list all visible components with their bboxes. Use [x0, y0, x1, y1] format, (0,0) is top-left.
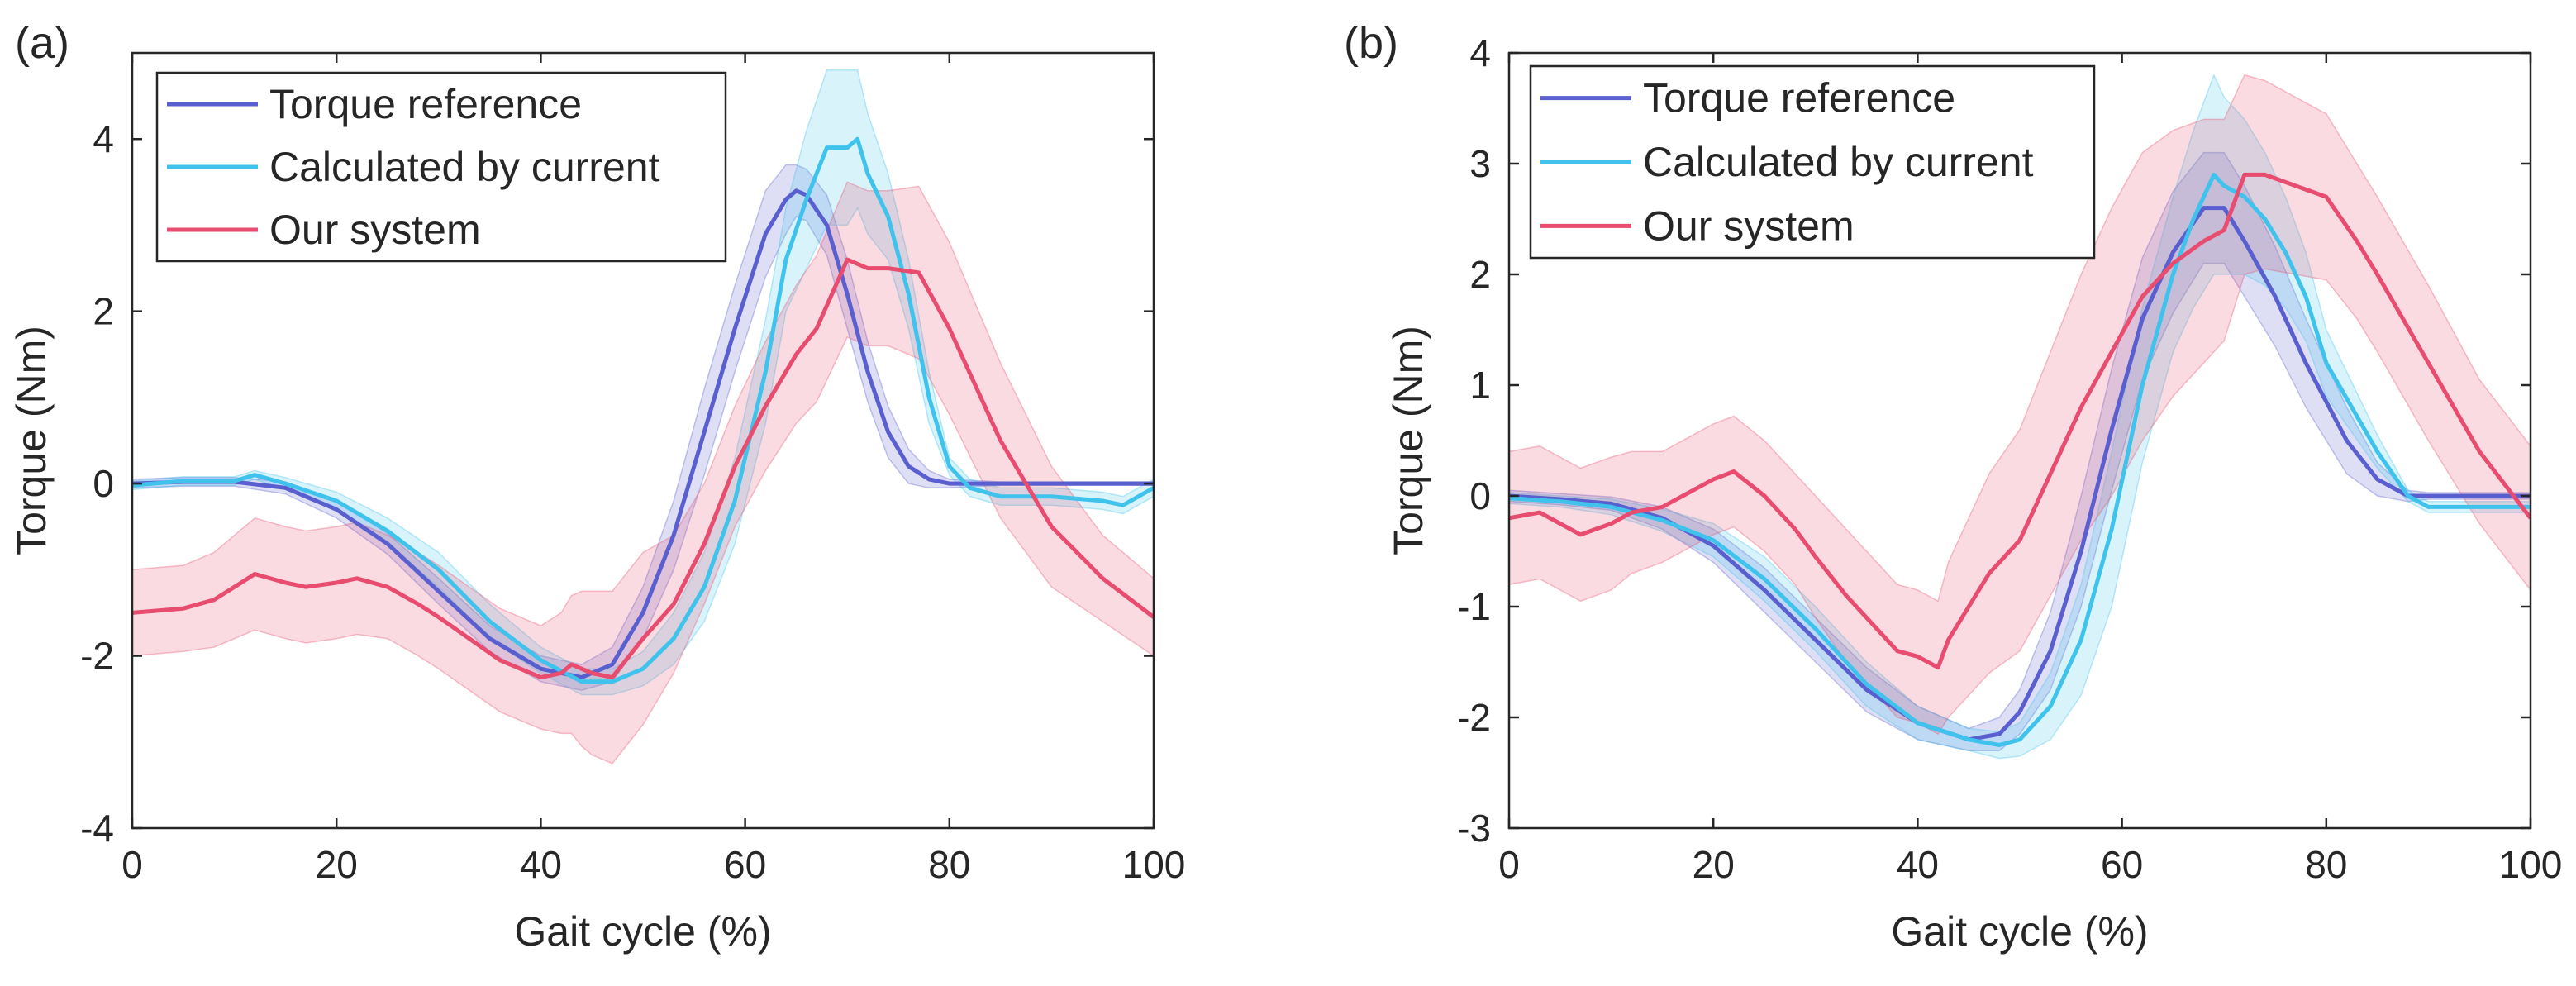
y-axis-label: Torque (Nm): [8, 326, 55, 555]
band-our-system: [132, 181, 1154, 765]
y-tick-label: -4: [80, 807, 114, 850]
series-line-calculated-by-current: [1509, 172, 2531, 747]
panel-a: 0 20 40 60 80 100 -4 -2 0 2 4 Gait cycle (%) Torque …: [8, 18, 1185, 955]
series-lines: [132, 136, 1154, 684]
panel-b: 0 20 40 60 80 100 -3 -2 -1 0 1 2 3 4 Gait cycle (%) Tor…: [1344, 18, 2562, 955]
y-tick-label: 2: [93, 290, 114, 333]
y-tick-label: -2: [1457, 696, 1491, 739]
panel-label: (a): [15, 18, 69, 68]
y-axis-label: Torque (Nm): [1385, 326, 1431, 555]
axes-box: [1507, 51, 2532, 830]
x-tick-label: 20: [316, 843, 358, 886]
series-line-torque-reference: [132, 188, 1154, 680]
y-tick-label: 4: [1469, 31, 1491, 74]
x-tick-label: 80: [928, 843, 970, 886]
x-tick-label: 100: [1122, 843, 1186, 886]
y-tick-label: -1: [1457, 585, 1491, 628]
legend: Torque reference Calculated by current Our…: [155, 71, 727, 263]
legend-label: Our system: [269, 207, 481, 253]
series-line-our-system: [1509, 172, 2531, 670]
x-tick-label: 0: [1498, 843, 1520, 886]
x-tick-label: 80: [2305, 843, 2347, 886]
y-tick-label: 1: [1469, 364, 1491, 407]
legend-label: Torque reference: [1643, 75, 1955, 121]
x-tick-label: 100: [2499, 843, 2563, 886]
legend-label: Calculated by current: [269, 144, 660, 190]
y-tick-label: 2: [1469, 253, 1491, 296]
band-torque-reference: [1509, 151, 2531, 751]
series-lines: [1509, 172, 2531, 747]
panel-label: (b): [1344, 18, 1398, 68]
band-our-system: [1509, 74, 2531, 736]
x-tick-label: 0: [121, 843, 143, 886]
y-tick-label: 0: [93, 462, 114, 505]
series-line-torque-reference: [1509, 206, 2531, 742]
y-tick-label: -3: [1457, 807, 1491, 850]
confidence-bands: [132, 69, 1154, 765]
axes-box: [131, 51, 1155, 830]
legend: Torque reference Calculated by current Our…: [1529, 64, 2096, 260]
series-line-calculated-by-current: [132, 136, 1154, 684]
x-tick-label: 40: [520, 843, 562, 886]
x-axis-label: Gait cycle (%): [1891, 908, 2148, 955]
legend-label: Calculated by current: [1643, 139, 2034, 185]
x-tick-label: 20: [1693, 843, 1735, 886]
y-tick-label: 4: [93, 117, 114, 160]
series-line-our-system: [132, 257, 1154, 680]
y-tick-label: 3: [1469, 142, 1491, 185]
x-axis-label: Gait cycle (%): [514, 908, 771, 955]
x-tick-label: 60: [2101, 843, 2143, 886]
y-tick-label: 0: [1469, 474, 1491, 517]
y-tick-label: -2: [80, 635, 114, 678]
band-calculated-by-current: [132, 69, 1154, 696]
legend-label: Torque reference: [269, 81, 582, 127]
legend-label: Our system: [1643, 202, 1855, 249]
x-tick-label: 60: [724, 843, 766, 886]
band-torque-reference: [132, 164, 1154, 691]
x-tick-label: 40: [1897, 843, 1939, 886]
